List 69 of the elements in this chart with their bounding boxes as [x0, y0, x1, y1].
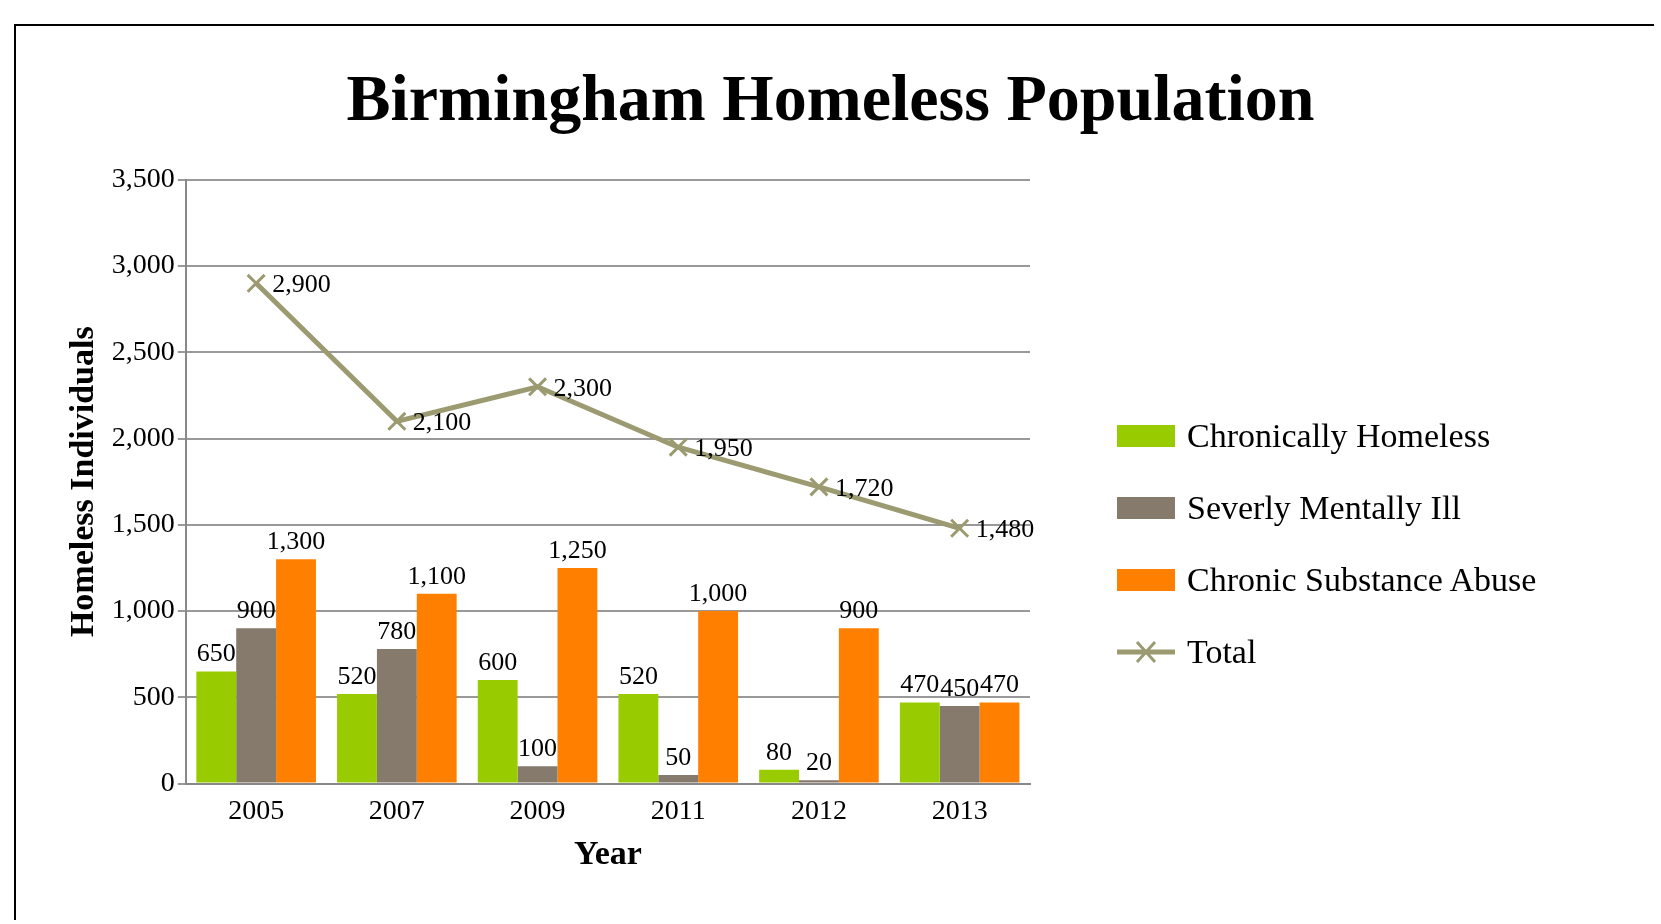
bar [979, 702, 1020, 783]
data-label: 1,950 [694, 433, 753, 463]
legend-label: Chronically Homeless [1187, 417, 1491, 455]
legend-label: Total [1187, 633, 1257, 671]
point [527, 376, 548, 397]
bar [759, 769, 800, 783]
point [949, 518, 970, 539]
x-tick-label: 2012 [790, 793, 847, 825]
y-tick-label: 2,000 [111, 420, 175, 452]
data-label: 900 [839, 595, 879, 625]
data-label: 50 [665, 741, 692, 771]
data-label: 520 [618, 660, 658, 690]
data-label: 600 [478, 646, 518, 676]
point [808, 476, 829, 497]
data-label: 1,480 [975, 514, 1035, 544]
data-label: 1,100 [407, 560, 466, 590]
x-tick-label: 2013 [931, 793, 988, 825]
data-label: 1,250 [548, 534, 607, 564]
y-axis-title: Homeless Individuals [63, 326, 101, 638]
bar [477, 680, 518, 783]
data-label: 520 [337, 660, 377, 690]
data-label: 80 [766, 736, 793, 766]
bar [376, 649, 417, 783]
bar [658, 774, 699, 783]
data-label: 100 [518, 733, 558, 763]
data-label: 450 [940, 672, 980, 702]
bar [939, 705, 980, 783]
data-label: 470 [900, 669, 940, 699]
point [668, 437, 689, 458]
x-tick-label: 2005 [228, 793, 285, 825]
y-tick-label: 3,500 [111, 162, 175, 194]
data-label: 1,720 [834, 472, 894, 502]
y-tick-label: 1,500 [111, 507, 175, 539]
y-tick-label: 2,500 [111, 334, 175, 366]
data-label: 900 [236, 595, 276, 625]
chart-title: Birmingham Homeless Population [345, 60, 1316, 136]
bar [899, 702, 940, 783]
data-label: 470 [980, 669, 1020, 699]
bar [557, 567, 598, 783]
bar [698, 611, 739, 783]
data-label: 2,300 [553, 372, 613, 402]
y-tick-label: 0 [160, 765, 175, 797]
x-tick-label: 2007 [368, 793, 425, 825]
point [386, 411, 407, 432]
x-axis-title: Year [573, 834, 642, 872]
x-tick-label: 2009 [509, 793, 566, 825]
bar [196, 671, 237, 783]
bar [838, 628, 879, 783]
data-label: 20 [805, 746, 832, 776]
data-label: 2,100 [412, 407, 472, 437]
legend-label: Chronic Substance Abuse [1187, 561, 1537, 599]
bar [799, 780, 839, 783]
y-tick-label: 3,000 [111, 248, 175, 280]
bar [618, 693, 659, 783]
bar [416, 593, 457, 783]
data-label: 1,300 [266, 526, 326, 556]
x-tick-label: 2011 [650, 793, 706, 825]
bar [236, 628, 277, 783]
legend-label: Severly Mentally Ill [1187, 489, 1461, 527]
bar [517, 766, 558, 783]
data-label: 1,000 [688, 577, 748, 607]
data-label: 780 [377, 615, 417, 645]
y-tick-label: 500 [132, 679, 175, 711]
point [246, 273, 267, 294]
bar [337, 693, 377, 783]
data-label: 2,900 [272, 269, 331, 299]
y-tick-label: 1,000 [111, 593, 175, 625]
data-label: 650 [196, 638, 236, 668]
bar [276, 559, 316, 783]
